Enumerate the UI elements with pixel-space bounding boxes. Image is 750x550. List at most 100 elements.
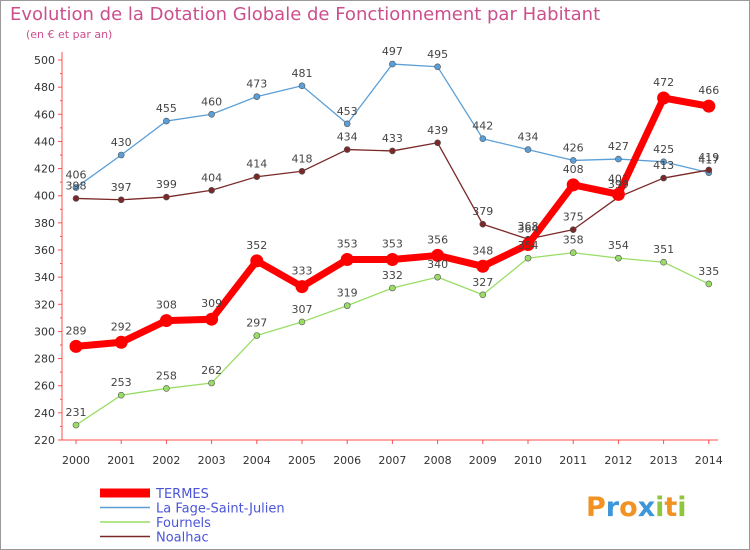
data-label: 455 [156, 102, 177, 115]
data-point [389, 60, 396, 68]
logo-letter: t [664, 492, 677, 523]
data-point [114, 335, 128, 349]
data-label: 327 [472, 276, 493, 289]
data-point [253, 173, 261, 181]
data-point [298, 82, 306, 90]
data-label: 333 [292, 265, 313, 278]
data-point [479, 220, 487, 228]
data-point [159, 314, 173, 328]
data-label: 460 [201, 95, 222, 108]
data-point [343, 302, 351, 309]
data-point [389, 284, 396, 292]
data-point [343, 146, 351, 153]
data-label: 442 [472, 120, 493, 133]
data-point [163, 193, 170, 201]
y-tick-label: 240 [34, 407, 55, 420]
data-point [385, 253, 399, 266]
data-point [208, 110, 215, 118]
data-label: 356 [427, 233, 448, 246]
legend-label: Fournels [156, 516, 211, 531]
data-point [253, 332, 261, 339]
data-point [298, 318, 306, 326]
data-label: 353 [337, 238, 358, 251]
data-point [295, 280, 309, 294]
data-point [205, 312, 219, 326]
data-label: 307 [292, 303, 313, 316]
data-label: 399 [608, 178, 629, 191]
data-label: 399 [156, 178, 177, 191]
data-point [72, 421, 80, 429]
data-label: 427 [608, 140, 629, 153]
data-point [117, 196, 125, 204]
data-label: 297 [246, 317, 267, 330]
data-point [431, 248, 445, 262]
logo-letter: P [586, 492, 606, 523]
data-label: 453 [337, 105, 358, 118]
data-label: 472 [653, 76, 674, 89]
x-tick-label: 2008 [424, 454, 452, 467]
data-label: 419 [698, 151, 719, 164]
y-tick-label: 340 [34, 271, 55, 284]
data-label: 253 [111, 376, 132, 389]
legend-label: TERMES [155, 487, 209, 502]
data-label: 351 [653, 243, 674, 256]
x-tick-label: 2009 [469, 454, 497, 467]
y-tick-label: 260 [34, 380, 55, 393]
data-label: 353 [382, 238, 403, 251]
data-point [340, 253, 354, 266]
data-label: 379 [472, 205, 493, 218]
legend-label: Noalhac [156, 531, 209, 546]
data-point [343, 120, 351, 128]
x-tick-label: 2002 [152, 454, 180, 467]
data-label: 375 [563, 211, 584, 224]
y-tick-label: 380 [34, 217, 55, 230]
data-point [615, 254, 622, 262]
y-tick-label: 440 [34, 135, 55, 148]
data-label: 413 [653, 159, 674, 172]
data-label: 364 [518, 223, 539, 236]
data-point [163, 385, 170, 392]
data-point [389, 147, 396, 155]
data-label: 417 [698, 154, 719, 167]
data-label: 473 [246, 78, 267, 91]
data-point [434, 139, 441, 147]
data-label: 408 [563, 163, 584, 176]
data-label: 319 [337, 287, 358, 300]
data-label: 335 [698, 265, 719, 278]
y-tick-label: 500 [34, 54, 55, 67]
data-point [117, 391, 125, 399]
data-labels: 289 292 308 309 352 333 353 353 356 348 364 408 401 4… [66, 45, 720, 419]
data-label: 348 [472, 244, 493, 257]
y-tick-label: 420 [34, 163, 55, 176]
y-tick-label: 480 [34, 81, 55, 94]
data-label: 497 [382, 45, 403, 58]
data-label: 401 [608, 172, 629, 185]
data-label: 368 [518, 220, 539, 233]
data-point [208, 379, 215, 387]
chart-subtitle: (en € et par an) [26, 28, 113, 41]
data-point [569, 157, 577, 164]
data-label: 340 [427, 258, 448, 271]
data-point [253, 93, 261, 100]
data-label: 332 [382, 269, 403, 282]
x-tick-label: 2001 [107, 454, 135, 467]
data-point [434, 273, 441, 281]
logo-letter: x [638, 492, 655, 523]
chart-title: Evolution de la Dotation Globale de Fonc… [10, 4, 601, 25]
logo-letter: i [655, 492, 664, 523]
y-tick-label: 400 [34, 190, 55, 203]
x-tick-label: 2000 [62, 454, 90, 467]
y-tick-label: 220 [34, 434, 55, 447]
data-label: 262 [201, 364, 222, 377]
data-point [476, 259, 490, 273]
proxiti-logo: Proxiti [586, 492, 687, 523]
data-label: 439 [427, 124, 448, 137]
data-point [615, 155, 622, 163]
data-point [569, 249, 577, 257]
logo-text: Proxiti [586, 492, 687, 523]
x-tick-label: 2013 [650, 454, 678, 467]
data-label: 495 [427, 48, 448, 61]
